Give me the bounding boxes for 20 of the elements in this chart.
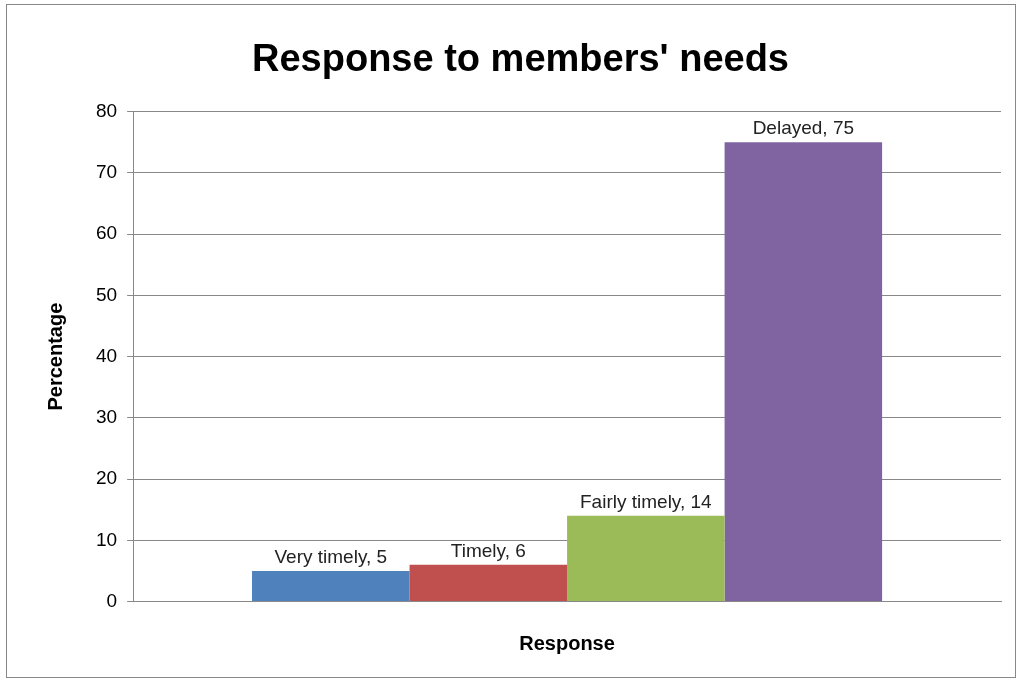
x-axis-title: Response <box>519 631 615 654</box>
y-tick-label: 50 <box>95 283 118 305</box>
y-tick-label: 20 <box>95 467 118 489</box>
y-tick-label: 10 <box>95 528 118 550</box>
bar <box>567 515 725 602</box>
chart-title: Response to members' needs <box>252 37 789 80</box>
data-label: Timely, 6 <box>450 539 526 561</box>
bar <box>409 564 568 602</box>
data-label: Delayed, 75 <box>752 116 855 138</box>
y-tick-label: 40 <box>95 344 118 366</box>
y-tick-label: 80 <box>95 99 118 121</box>
y-tick-label: 30 <box>95 406 118 428</box>
data-label: Very timely, 5 <box>274 545 388 567</box>
y-tick-label: 70 <box>95 161 118 183</box>
y-axis-title: Percentage <box>43 302 66 411</box>
bar <box>252 570 410 602</box>
y-tick-label: 0 <box>106 589 118 611</box>
data-label: Fairly timely, 14 <box>580 490 713 512</box>
y-tick-label: 60 <box>95 222 118 244</box>
bar <box>724 142 883 602</box>
